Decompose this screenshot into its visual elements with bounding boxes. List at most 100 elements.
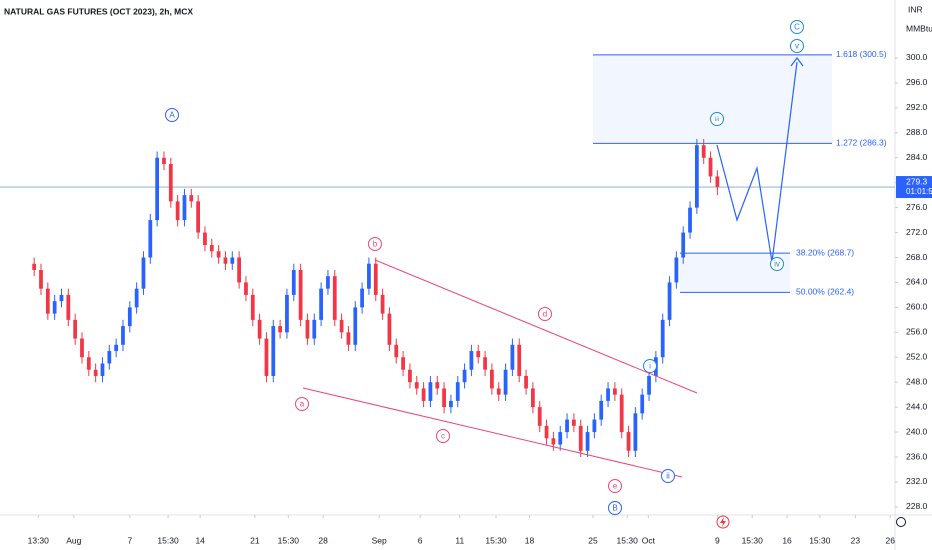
candle-body [660,319,665,358]
last-price-badge [896,176,932,199]
candle-body [250,294,255,320]
projection-arrow [790,57,804,67]
x-tick-label: 6 [418,535,423,545]
y-tick-label: 292.0 [906,102,928,112]
projection-path [716,61,798,263]
x-tick-label: 18 [525,535,535,545]
x-tick-label: Sep [372,535,387,545]
x-tick-label: 26 [885,535,895,545]
candle-body [278,326,282,333]
currency: INR [908,4,923,14]
candle-body [230,257,235,264]
candle-body [469,351,474,370]
wave-label: a [300,400,305,409]
y-tick-label: 260.0 [906,302,928,312]
candle-body [319,288,323,320]
candle-body [708,157,713,177]
candle-body [578,425,583,451]
candle-body [107,351,112,364]
candle-body [332,276,337,320]
x-tick-label: 25 [588,535,598,545]
candle-body [305,319,310,339]
y-tick-label: 228.0 [906,501,928,511]
fib-label: 1.272 (286.3) [836,138,887,148]
y-tick-label: 264.0 [906,277,928,287]
candle-body [127,307,132,327]
candle-body [141,257,146,289]
candle-body [599,400,604,420]
candle-body [66,294,71,320]
candle-body [606,388,610,401]
candle-body [647,375,651,395]
y-tick-label: 240.0 [906,426,928,436]
wave-marker [368,237,382,251]
candle-body [442,388,446,408]
candle-body [373,263,378,295]
candle-body [182,195,187,221]
x-tick-label: 13:30 [28,535,50,545]
fib-label: 50.00% (262.4) [796,287,854,297]
settings-icon[interactable] [896,517,906,527]
axes: 228.0 232.0 236.0 240.0 244.0 248.0 252.0 256.0… [28,52,932,545]
candle-body [681,232,686,258]
y-tick-label: 300.0 [906,52,928,62]
wave-label: B [612,504,617,513]
wave-label: v [795,42,799,51]
candle-body [346,332,351,345]
candle-body [209,245,214,252]
candle-body [483,357,487,370]
x-tick-label: 7 [127,535,132,545]
y-tick-label: 256.0 [906,327,928,337]
y-tick-label: 236.0 [906,451,928,461]
wave-marker [538,307,552,321]
y-tick-label: 252.0 [906,352,928,362]
wave-marker [643,359,657,373]
wave-marker [436,429,450,443]
candle-body [298,269,303,320]
candle-body [339,319,344,333]
candle-body [694,145,699,208]
candle-body [353,307,358,345]
wave-label: b [373,240,378,249]
candle-body [73,319,78,339]
candle-body [244,282,248,295]
candle-body [326,276,330,289]
wave-marker [710,112,724,126]
candle-body [86,357,91,370]
candle-body [551,438,556,445]
candle-body [380,294,385,314]
x-tick-label: 16 [782,535,792,545]
y-tick-label: 244.0 [906,401,928,411]
x-tick-label: 15:30 [742,535,764,545]
candle-body [613,388,617,395]
candle-body [175,201,180,221]
countdown: 01:01:59 [906,187,932,196]
candle-body [285,294,289,333]
wave-label: ii [666,472,670,481]
x-tick-label: 21 [250,535,260,545]
candle-body [80,338,84,358]
x-tick-label: 15:30 [617,535,639,545]
wave-marker [165,108,179,122]
candles [32,139,720,458]
x-tick-label: 9 [715,535,720,545]
candle-body [455,382,460,401]
candle-body [640,394,645,414]
y-tick-label: 272.0 [906,227,928,237]
wave-marker [295,397,309,411]
candle-body [585,432,590,451]
y-tick-label: 288.0 [906,127,928,137]
candle-body [367,263,371,289]
fib-label: 38.20% (268.7) [796,247,854,257]
candle-body [148,220,153,258]
candle-body [114,344,119,352]
candle-body [196,201,201,233]
candle-body [633,413,638,451]
candle-body [189,195,194,202]
candle-body [503,369,508,395]
candle-body [701,145,706,158]
wave-marker [790,39,804,53]
candle-body [100,363,105,376]
